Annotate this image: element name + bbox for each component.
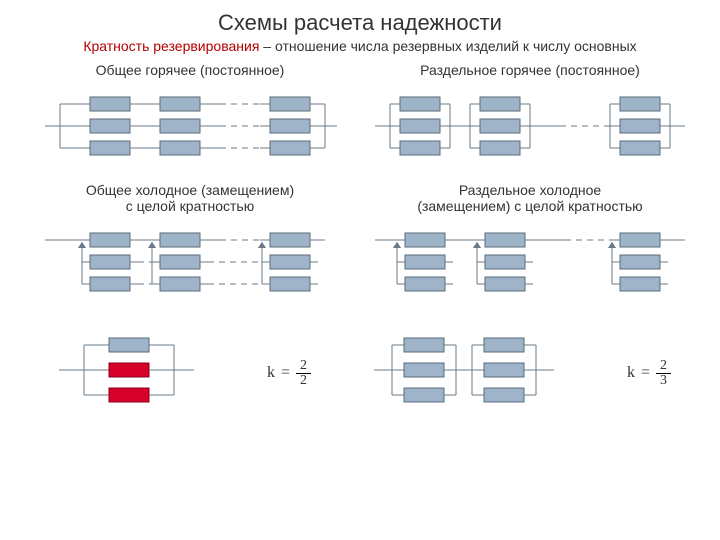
mid-labels: Общее холодное (замещением) с целой крат…	[20, 182, 700, 214]
formula-right: k = 23	[627, 359, 671, 388]
diagram-separate-cold	[360, 218, 700, 308]
diagram-fraction-left	[49, 318, 209, 428]
diagram-general-hot	[20, 82, 360, 172]
subtitle-rest: – отношение числа резервных изделий к чи…	[259, 38, 636, 54]
label-mid-right: Раздельное холодное (замещением) с целой…	[360, 182, 700, 214]
label-mid-left: Общее холодное (замещением) с целой крат…	[20, 182, 360, 214]
top-labels: Общее горячее (постоянное) Раздельное го…	[20, 62, 700, 78]
diagram-separate-hot	[360, 82, 700, 172]
bottom-row: k = 22 k = 23	[20, 318, 700, 428]
label-top-left: Общее горячее (постоянное)	[20, 62, 360, 78]
page-title: Схемы расчета надежности	[20, 10, 700, 36]
formula-left: k = 22	[267, 359, 311, 388]
top-diagrams	[20, 82, 700, 172]
subtitle: Кратность резервирования – отношение чис…	[20, 38, 700, 54]
label-top-right: Раздельное горячее (постоянное)	[360, 62, 700, 78]
mid-diagrams	[20, 218, 700, 308]
diagram-fraction-right	[369, 318, 569, 428]
subtitle-keyword: Кратность резервирования	[83, 38, 259, 54]
diagram-general-cold	[20, 218, 360, 308]
